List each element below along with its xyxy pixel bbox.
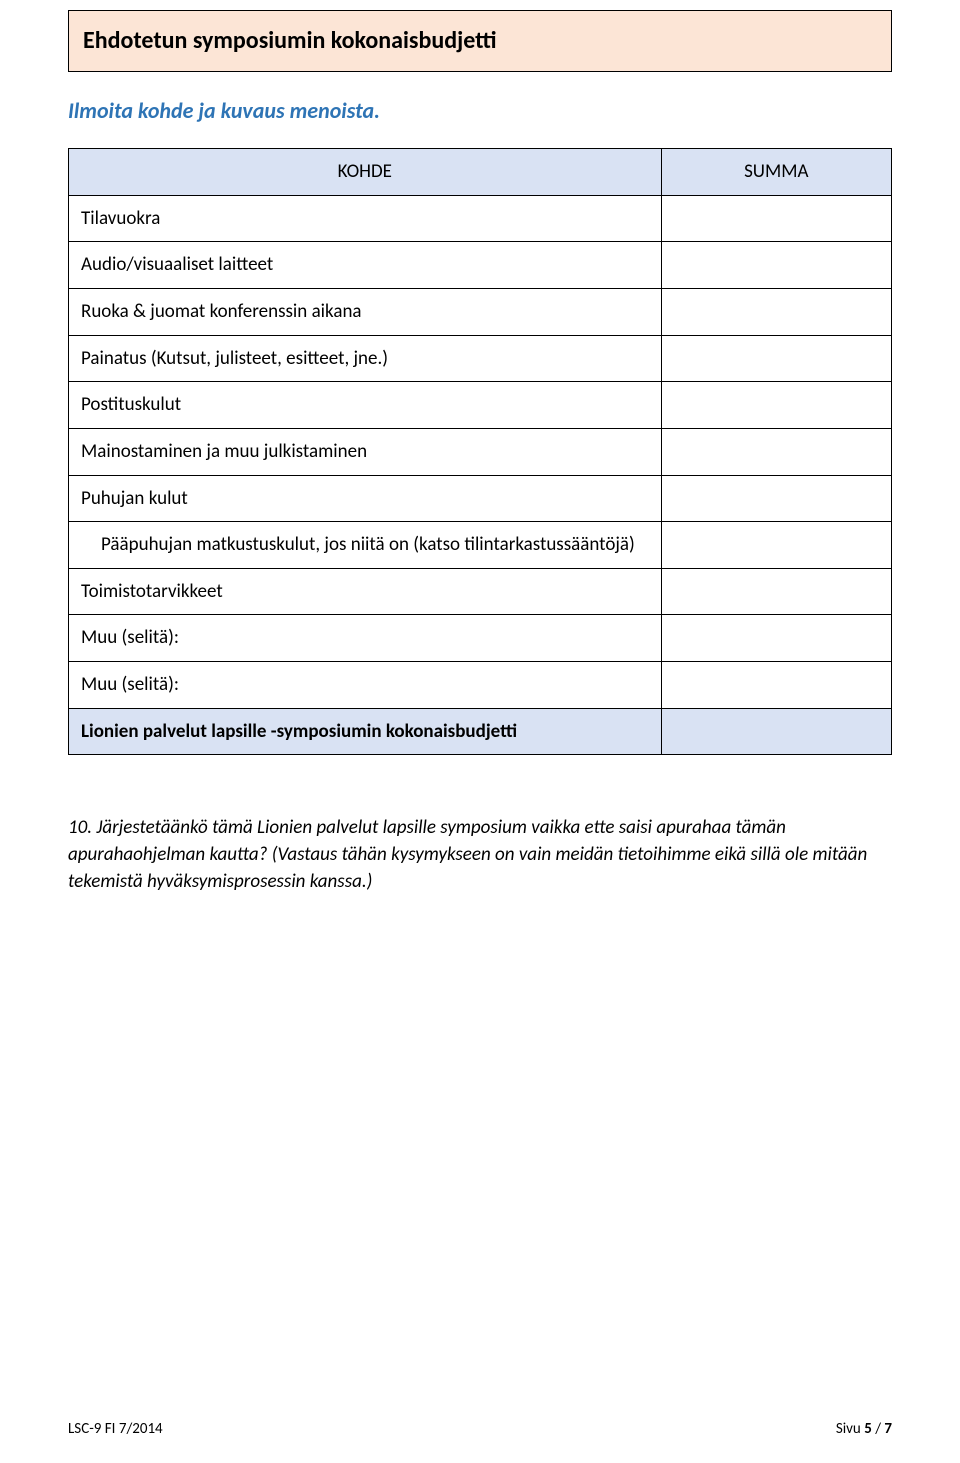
section-title: Ehdotetun symposiumin kokonaisbudjetti bbox=[83, 25, 877, 57]
row-value[interactable] bbox=[661, 522, 891, 569]
row-label: Muu (selitä): bbox=[69, 662, 662, 709]
table-header-row: KOHDE SUMMA bbox=[69, 149, 892, 196]
page-footer: LSC-9 FI 7/2014 Sivu 5 / 7 bbox=[68, 1419, 892, 1439]
row-label: Mainostaminen ja muu julkistaminen bbox=[69, 428, 662, 475]
row-label-indented: Pääpuhujan matkustuskulut, jos niitä on … bbox=[69, 522, 662, 569]
table-row: Puhujan kulut bbox=[69, 475, 892, 522]
footer-page-sep: / bbox=[872, 1420, 885, 1438]
table-row: Muu (selitä): bbox=[69, 615, 892, 662]
instruction-text: Ilmoita kohde ja kuvaus menoista. bbox=[68, 96, 892, 126]
question-text: Järjestetäänkö tämä Lionien palvelut lap… bbox=[68, 816, 867, 892]
row-value[interactable] bbox=[661, 662, 891, 709]
table-row: Painatus (Kutsut, julisteet, esitteet, j… bbox=[69, 335, 892, 382]
row-value[interactable] bbox=[661, 428, 891, 475]
table-row: Tilavuokra bbox=[69, 195, 892, 242]
table-row: Toimistotarvikkeet bbox=[69, 568, 892, 615]
budget-table: KOHDE SUMMA Tilavuokra Audio/visuaaliset… bbox=[68, 148, 892, 755]
question-block: 10. Järjestetäänkö tämä Lionien palvelut… bbox=[68, 815, 892, 895]
table-row: Audio/visuaaliset laitteet bbox=[69, 242, 892, 289]
row-value[interactable] bbox=[661, 615, 891, 662]
row-value[interactable] bbox=[661, 335, 891, 382]
table-row: Pääpuhujan matkustuskulut, jos niitä on … bbox=[69, 522, 892, 569]
row-label: Ruoka & juomat konferenssin aikana bbox=[69, 289, 662, 336]
col-header-kohde: KOHDE bbox=[69, 149, 662, 196]
row-value[interactable] bbox=[661, 242, 891, 289]
section-title-box: Ehdotetun symposiumin kokonaisbudjetti bbox=[68, 10, 892, 72]
table-row: Postituskulut bbox=[69, 382, 892, 429]
table-row: Mainostaminen ja muu julkistaminen bbox=[69, 428, 892, 475]
row-label: Audio/visuaaliset laitteet bbox=[69, 242, 662, 289]
total-value[interactable] bbox=[661, 708, 891, 755]
total-label: Lionien palvelut lapsille -symposiumin k… bbox=[69, 708, 662, 755]
table-row: Muu (selitä): bbox=[69, 662, 892, 709]
footer-page-total: 7 bbox=[884, 1420, 892, 1438]
row-value[interactable] bbox=[661, 382, 891, 429]
footer-page-prefix: Sivu bbox=[836, 1420, 864, 1438]
row-value[interactable] bbox=[661, 195, 891, 242]
row-value[interactable] bbox=[661, 289, 891, 336]
table-row: Ruoka & juomat konferenssin aikana bbox=[69, 289, 892, 336]
row-label: Toimistotarvikkeet bbox=[69, 568, 662, 615]
row-label: Tilavuokra bbox=[69, 195, 662, 242]
row-label: Puhujan kulut bbox=[69, 475, 662, 522]
col-header-summa: SUMMA bbox=[661, 149, 891, 196]
row-value[interactable] bbox=[661, 568, 891, 615]
row-label: Postituskulut bbox=[69, 382, 662, 429]
question-number: 10. bbox=[68, 816, 92, 839]
footer-page-current: 5 bbox=[864, 1420, 872, 1438]
footer-right: Sivu 5 / 7 bbox=[836, 1419, 892, 1439]
row-label: Muu (selitä): bbox=[69, 615, 662, 662]
table-total-row: Lionien palvelut lapsille -symposiumin k… bbox=[69, 708, 892, 755]
footer-left: LSC-9 FI 7/2014 bbox=[68, 1419, 163, 1439]
row-label: Painatus (Kutsut, julisteet, esitteet, j… bbox=[69, 335, 662, 382]
row-value[interactable] bbox=[661, 475, 891, 522]
